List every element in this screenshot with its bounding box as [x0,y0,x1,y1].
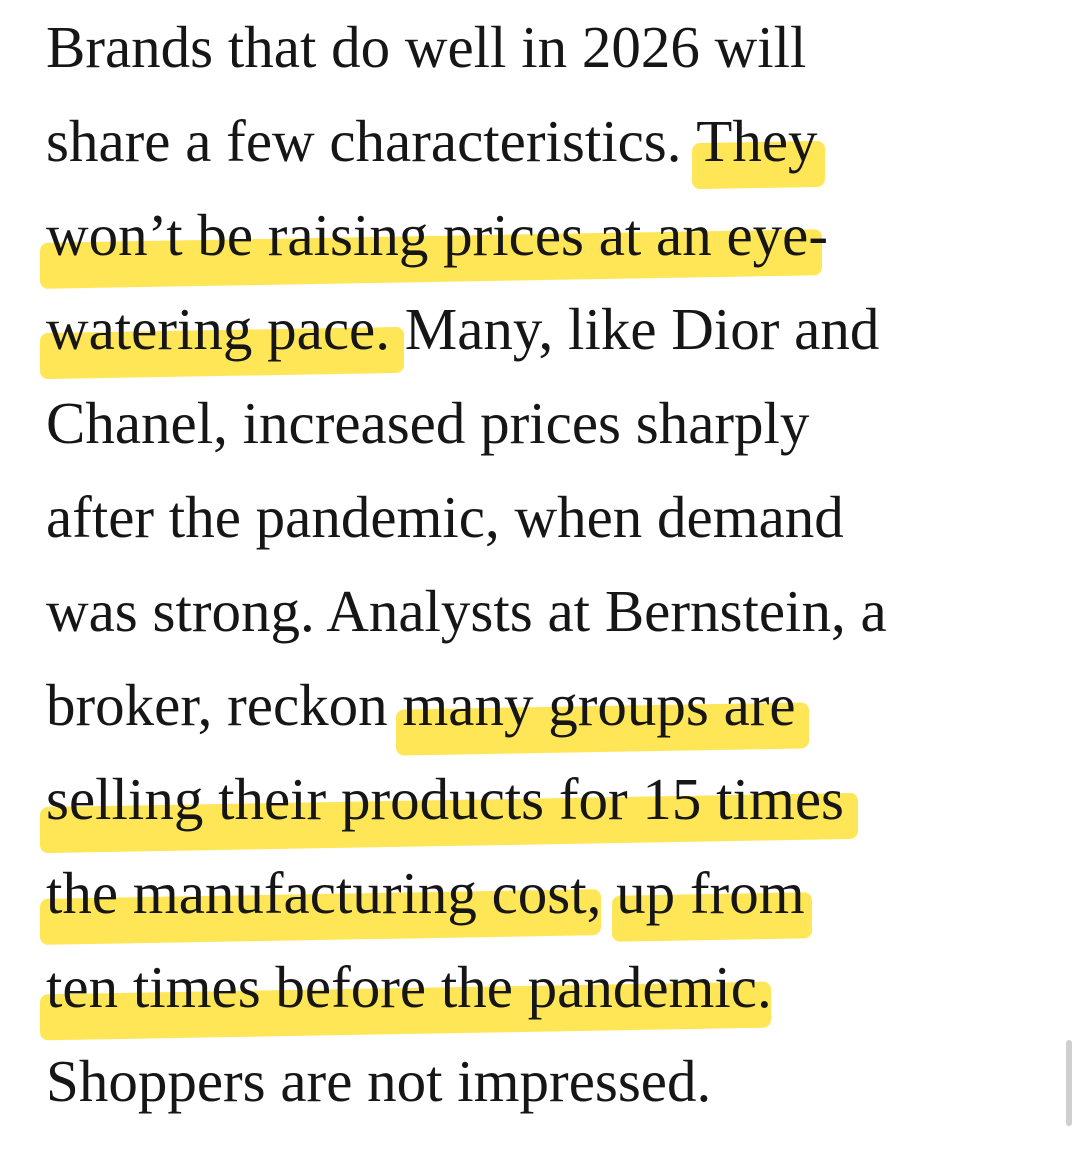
text-span: after the pandemic, when demand [46,484,844,550]
highlighted-text: They [696,108,818,174]
article-line: after the pandemic, when demand [46,470,1056,564]
text-span: Chanel, increased prices sharply [46,390,810,456]
text-span: . [757,954,772,1020]
text-span: Many, like Dior and [389,296,880,362]
article-line: broker, reckon many groups are [46,658,1056,752]
article-line: Brands that do well in 2026 will [46,0,1056,94]
highlighted-text: many groups are [402,672,796,738]
text-span: , [586,860,617,926]
article-line: won’t be raising prices at an eye- [46,188,1056,282]
article-line: Shoppers are not impressed. [46,1034,1056,1128]
highlighted-text: selling their products for 15 times [46,766,844,832]
article-line: selling their products for 15 times [46,752,1056,846]
highlighted-text: won’t be raising prices at an eye [46,202,809,268]
text-span: Brands that do well in 2026 will [46,14,807,80]
highlighted-text: ten times before the pandemic [46,954,757,1020]
article-line: share a few characteristics. They [46,94,1056,188]
article-line: the manufacturing cost, up from [46,846,1056,940]
article-line: Chanel, increased prices sharply [46,376,1056,470]
highlighted-text: up from [616,860,805,926]
scrollbar-thumb[interactable] [1066,1040,1072,1126]
text-span: Shoppers are not impressed. [46,1048,712,1114]
highlighted-text: the manufacturing cost [46,860,587,926]
article-line: watering pace. Many, like Dior and [46,282,1056,376]
text-span: broker, reckon [46,672,403,738]
article-line: ten times before the pandemic. [46,940,1056,1034]
text-span: share a few characteristics. [46,108,697,174]
article-line: was strong. Analysts at Bernstein, a [46,564,1056,658]
text-span: was strong. Analysts at Bernstein, a [46,578,887,644]
text-span: - [808,202,829,268]
article-paragraph: Brands that do well in 2026 will share a … [46,0,1056,1128]
highlighted-text: watering pace. [46,296,390,362]
